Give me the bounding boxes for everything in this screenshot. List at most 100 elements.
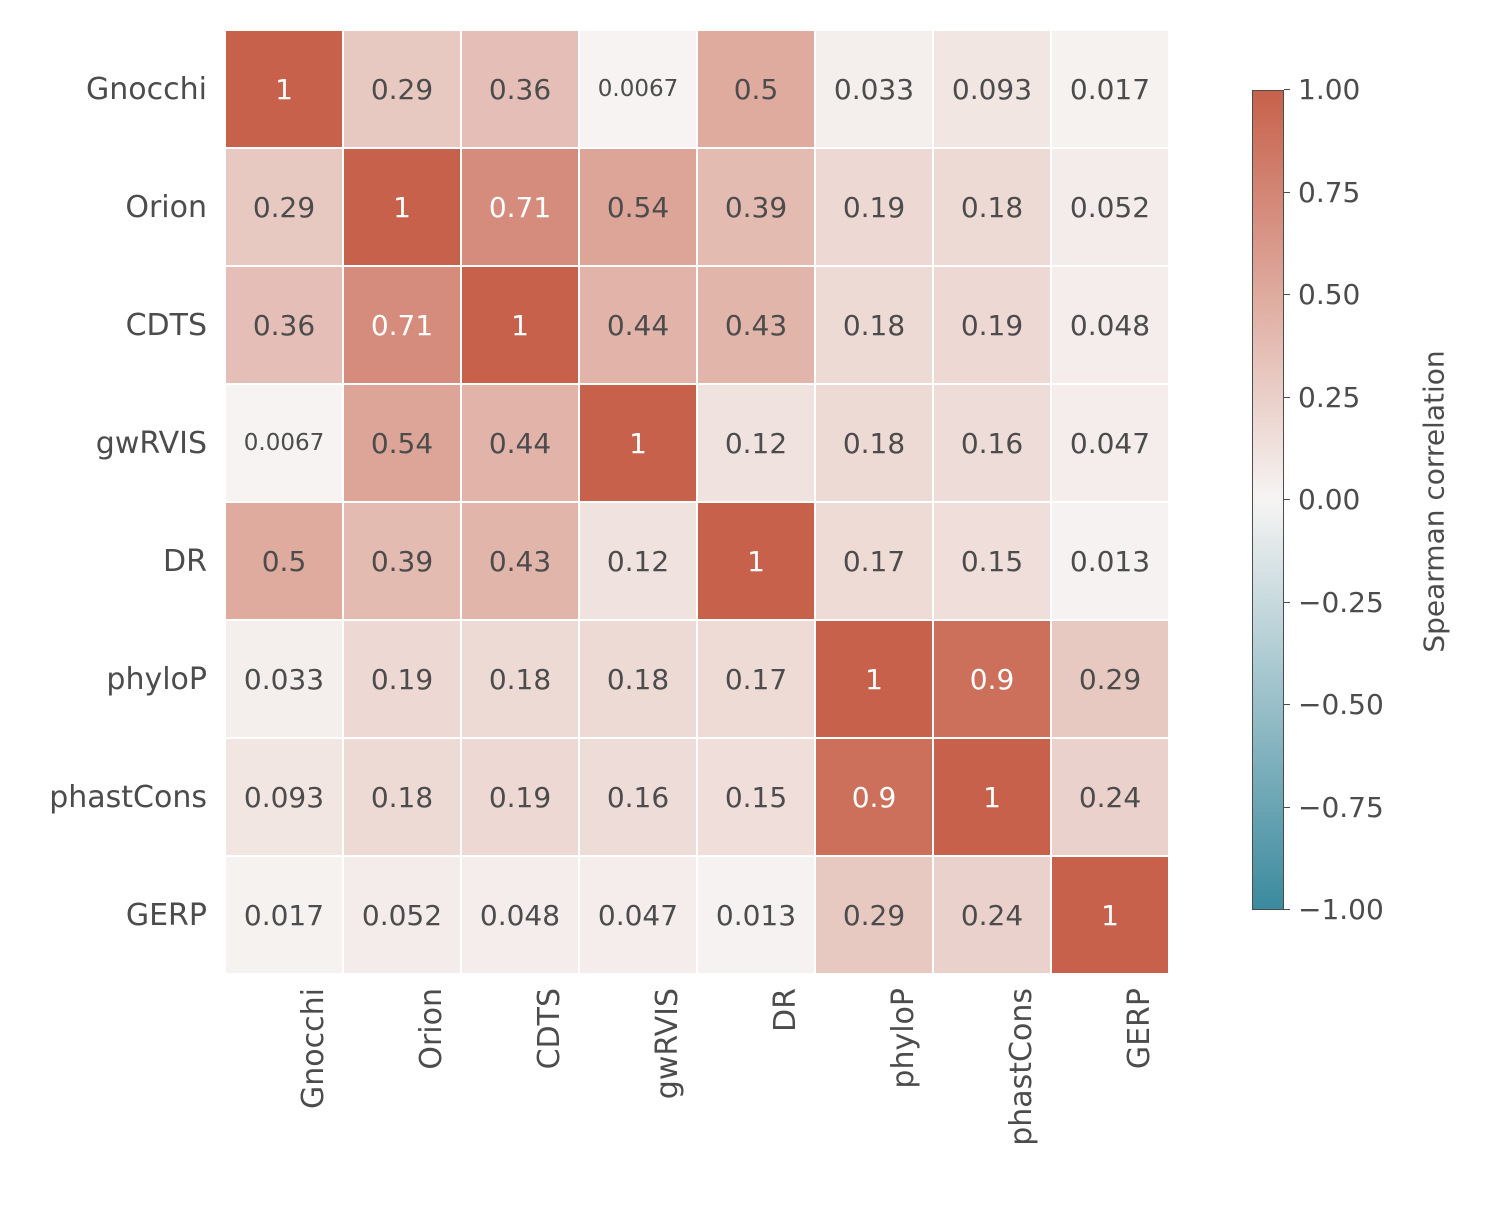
x-axis-label: CDTS	[532, 988, 567, 1069]
colorbar-tick-label: 0.75	[1298, 176, 1360, 209]
heatmap-cell-value: 0.18	[961, 191, 1023, 224]
heatmap-cell: 0.18	[462, 621, 578, 737]
heatmap-cell: 0.18	[344, 739, 460, 855]
heatmap-cell: 0.17	[816, 503, 932, 619]
heatmap-cell-value: 1	[1101, 899, 1119, 932]
colorbar-tick-label: 0.00	[1298, 483, 1360, 516]
heatmap-cell-value: 0.43	[725, 309, 787, 342]
heatmap-cell-value: 0.12	[725, 427, 787, 460]
heatmap-cell: 0.29	[226, 149, 342, 265]
heatmap-cell: 0.048	[462, 857, 578, 973]
heatmap-cell: 0.093	[934, 31, 1050, 147]
heatmap-cell-value: 1	[629, 427, 647, 460]
heatmap-cell: 0.43	[698, 267, 814, 383]
heatmap-cell-value: 0.44	[607, 309, 669, 342]
heatmap-cell-value: 0.048	[480, 899, 560, 932]
heatmap-cell: 0.15	[934, 503, 1050, 619]
heatmap-cell: 1	[226, 31, 342, 147]
heatmap-cell: 0.0067	[580, 31, 696, 147]
heatmap-cell: 0.54	[344, 385, 460, 501]
y-axis-label: gwRVIS	[0, 384, 207, 502]
heatmap-cell: 0.12	[698, 385, 814, 501]
heatmap-cell: 0.19	[816, 149, 932, 265]
heatmap-cell-value: 0.18	[371, 781, 433, 814]
x-axis-label: Orion	[414, 988, 449, 1070]
heatmap-cell-value: 0.54	[607, 191, 669, 224]
heatmap-cell: 0.19	[462, 739, 578, 855]
heatmap-cell: 0.39	[698, 149, 814, 265]
heatmap-cell: 0.18	[580, 621, 696, 737]
colorbar-tick-mark	[1284, 602, 1290, 603]
heatmap-cell-value: 0.9	[852, 781, 897, 814]
heatmap-cell: 1	[816, 621, 932, 737]
y-axis-label: Orion	[0, 148, 207, 266]
heatmap-cell: 0.29	[344, 31, 460, 147]
heatmap-cell: 0.44	[580, 267, 696, 383]
heatmap-cell-value: 0.047	[1070, 427, 1150, 460]
heatmap-cell-value: 0.44	[489, 427, 551, 460]
heatmap-cell: 0.047	[1052, 385, 1168, 501]
heatmap-cell-value: 0.36	[489, 73, 551, 106]
heatmap-cell-value: 1	[747, 545, 765, 578]
heatmap-cell: 0.5	[226, 503, 342, 619]
heatmap-cell-value: 0.17	[725, 663, 787, 696]
heatmap-cell: 0.9	[816, 739, 932, 855]
heatmap-cell-value: 0.18	[607, 663, 669, 696]
heatmap-cell: 0.5	[698, 31, 814, 147]
y-axis-label: GERP	[0, 856, 207, 974]
heatmap-cell-value: 0.5	[734, 73, 779, 106]
heatmap-cell: 0.12	[580, 503, 696, 619]
heatmap-cell-value: 0.12	[607, 545, 669, 578]
correlation-heatmap: 10.290.360.00670.50.0330.0930.0170.2910.…	[0, 0, 1500, 1218]
heatmap-cell: 0.013	[698, 857, 814, 973]
heatmap-cell-value: 1	[983, 781, 1001, 814]
y-axis-label: phastCons	[0, 738, 207, 856]
heatmap-cell-value: 0.047	[598, 899, 678, 932]
heatmap-cell: 0.033	[226, 621, 342, 737]
heatmap-cell-value: 0.5	[262, 545, 307, 578]
heatmap-cell: 1	[698, 503, 814, 619]
colorbar-tick: −0.75	[1284, 789, 1384, 825]
heatmap-cell-value: 0.18	[843, 427, 905, 460]
heatmap-cell: 0.9	[934, 621, 1050, 737]
heatmap-cell-value: 0.24	[961, 899, 1023, 932]
heatmap-cell: 0.047	[580, 857, 696, 973]
colorbar-tick-label: 0.50	[1298, 278, 1360, 311]
colorbar-tick-mark	[1284, 397, 1290, 398]
y-axis-label: Gnocchi	[0, 30, 207, 148]
heatmap-cell-value: 0.16	[961, 427, 1023, 460]
colorbar-tick-label: −0.75	[1298, 791, 1384, 824]
heatmap-cell: 0.18	[816, 385, 932, 501]
heatmap-cell-value: 0.71	[489, 191, 551, 224]
heatmap-cell-value: 0.19	[489, 781, 551, 814]
heatmap-cell: 1	[462, 267, 578, 383]
colorbar-tick: 0.50	[1284, 277, 1360, 313]
heatmap-cell-value: 0.29	[253, 191, 315, 224]
heatmap-cell-value: 0.033	[244, 663, 324, 696]
heatmap-cell: 0.36	[226, 267, 342, 383]
heatmap-cell: 0.36	[462, 31, 578, 147]
heatmap-cell: 0.24	[1052, 739, 1168, 855]
heatmap-cell-value: 0.19	[371, 663, 433, 696]
heatmap-cell-value: 0.19	[961, 309, 1023, 342]
heatmap-grid: 10.290.360.00670.50.0330.0930.0170.2910.…	[225, 30, 1169, 974]
heatmap-cell: 1	[344, 149, 460, 265]
colorbar-tick: 0.75	[1284, 174, 1360, 210]
heatmap-cell: 0.013	[1052, 503, 1168, 619]
colorbar-tick-mark	[1284, 499, 1290, 500]
heatmap-cell-value: 0.29	[1079, 663, 1141, 696]
colorbar	[1252, 90, 1284, 910]
x-axis-label: Gnocchi	[296, 988, 331, 1109]
heatmap-cell-value: 0.052	[362, 899, 442, 932]
colorbar-tick-mark	[1284, 807, 1290, 808]
heatmap-cell: 0.39	[344, 503, 460, 619]
heatmap-cell-value: 0.013	[1070, 545, 1150, 578]
heatmap-cell-value: 0.24	[1079, 781, 1141, 814]
colorbar-tick-mark	[1284, 192, 1290, 193]
heatmap-cell: 0.052	[1052, 149, 1168, 265]
heatmap-cell-value: 0.033	[834, 73, 914, 106]
colorbar-tick: 0.25	[1284, 379, 1360, 415]
colorbar-tick-mark	[1284, 704, 1290, 705]
heatmap-cell-value: 0.39	[725, 191, 787, 224]
colorbar-tick-mark	[1284, 909, 1290, 910]
